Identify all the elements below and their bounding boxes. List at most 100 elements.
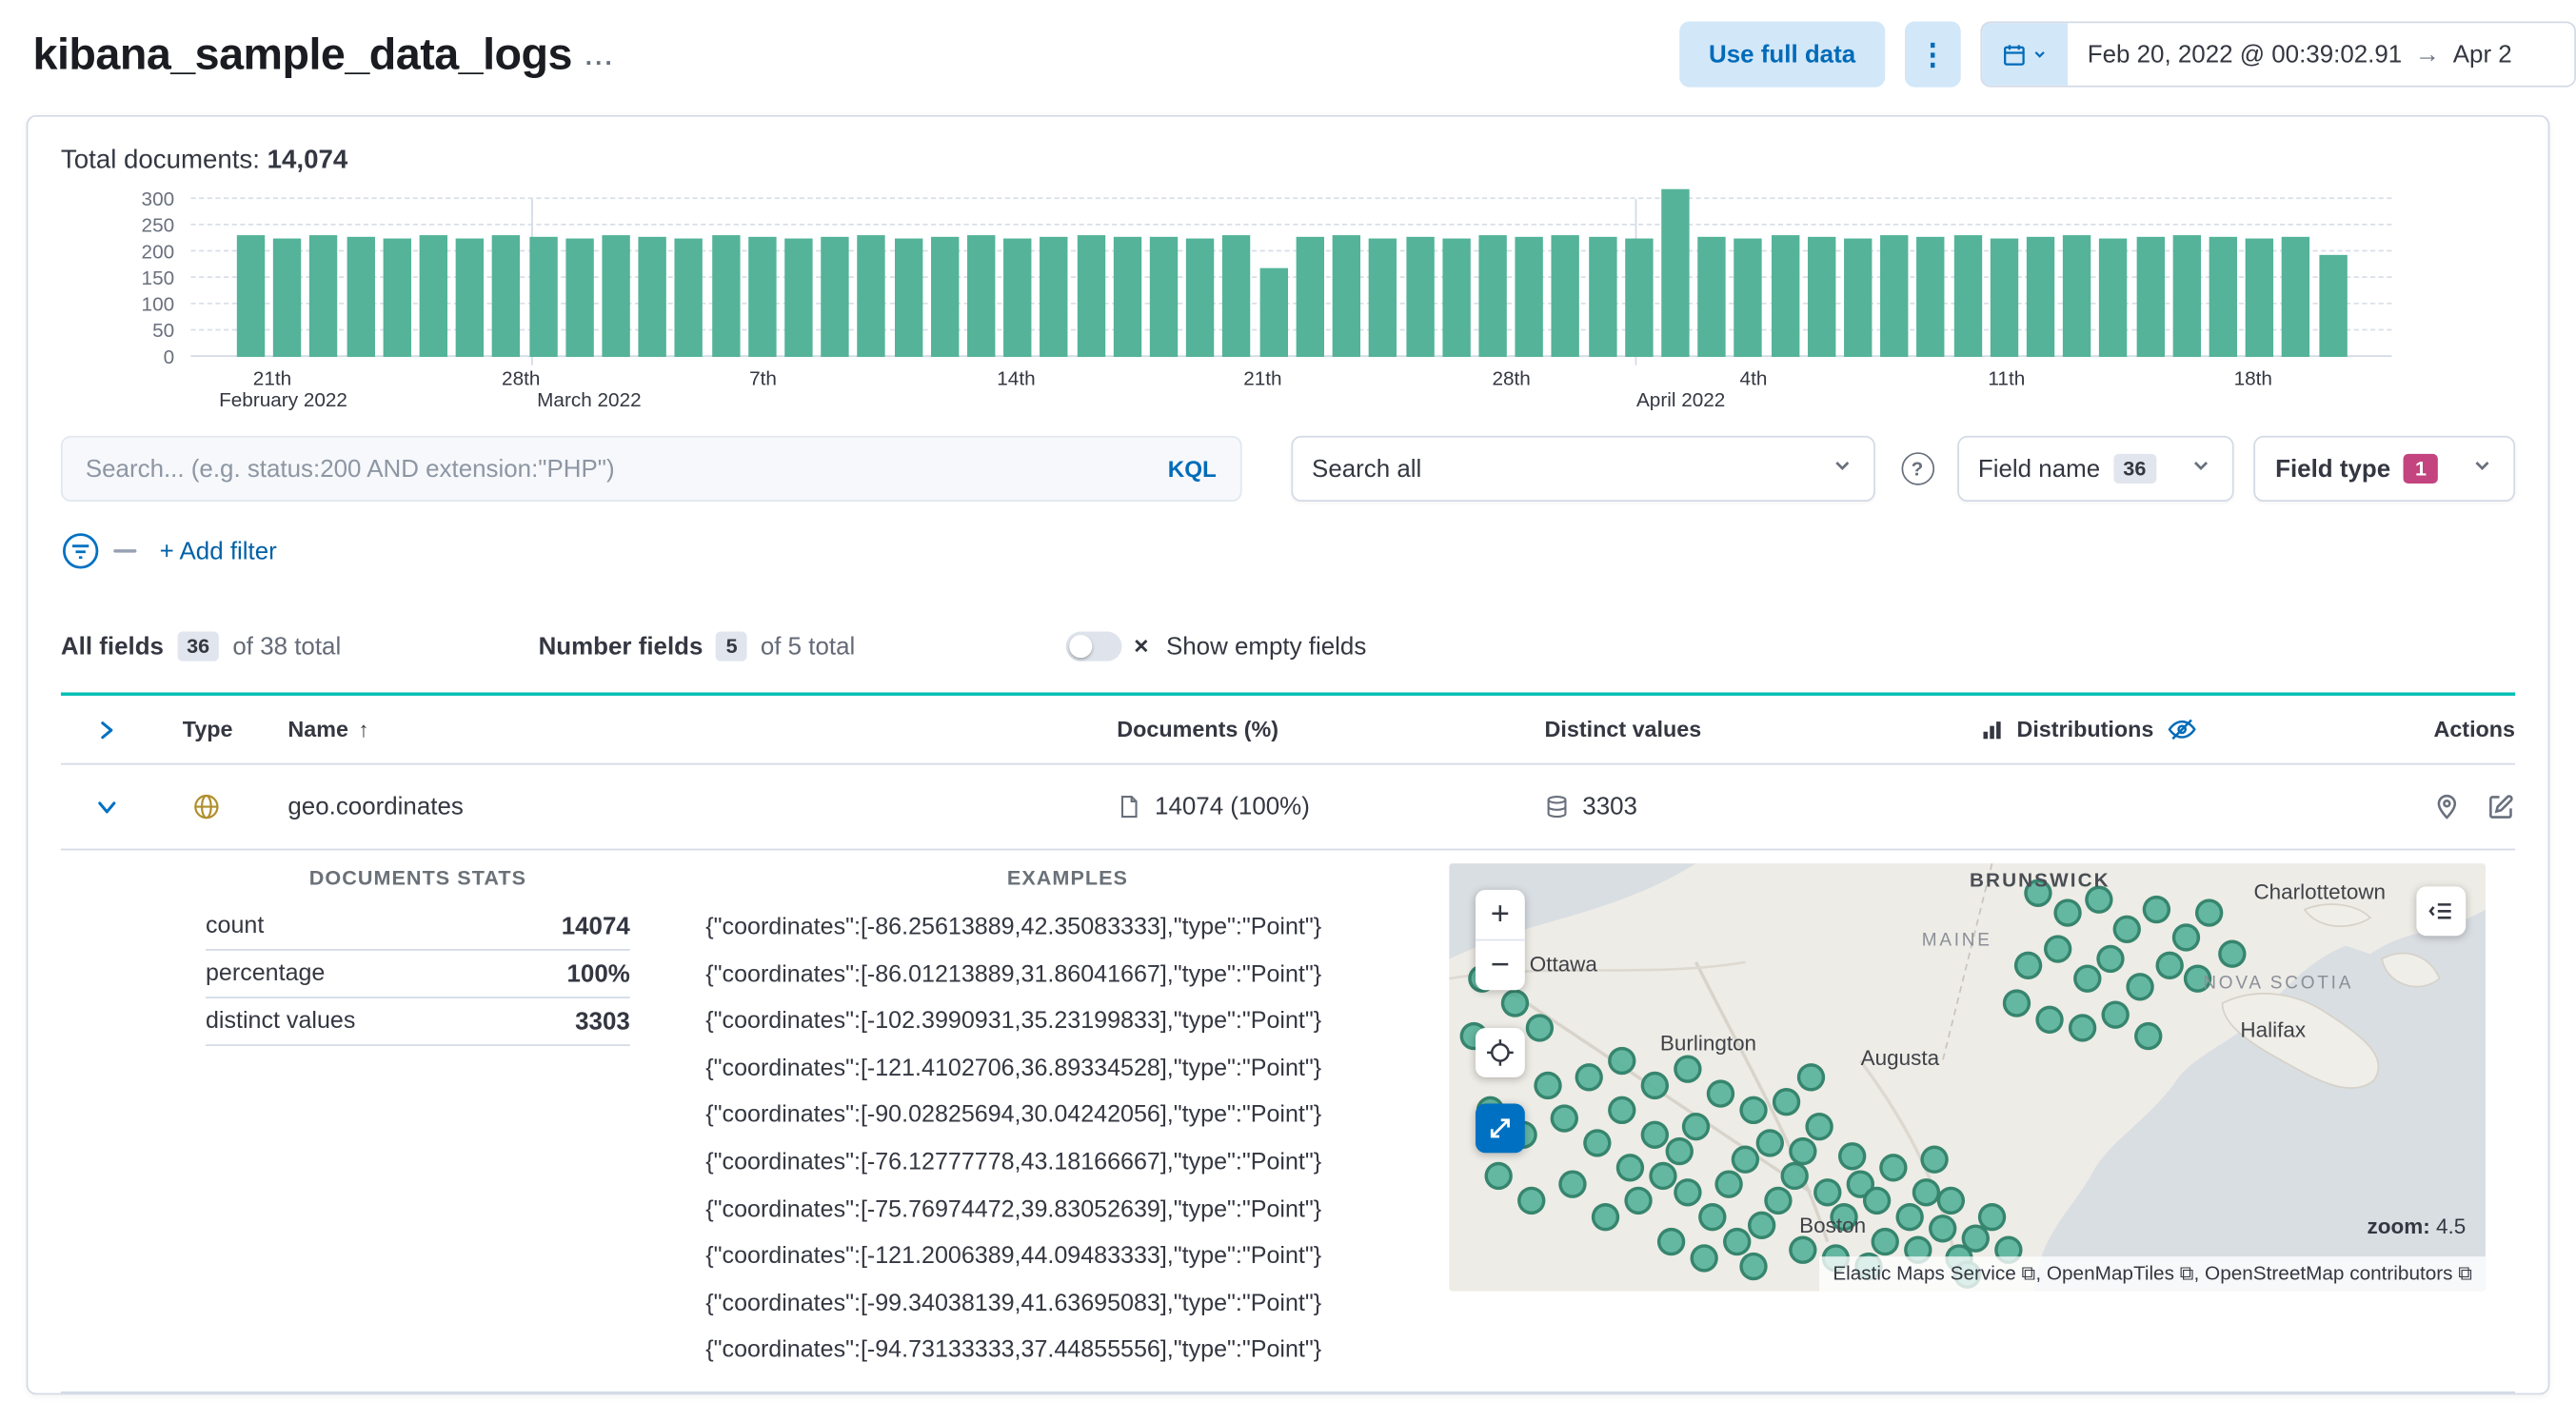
- date-range-end[interactable]: Apr 2: [2452, 40, 2512, 69]
- histogram-bar[interactable]: [930, 236, 960, 357]
- histogram-bar[interactable]: [1588, 236, 1616, 357]
- histogram-bar[interactable]: [784, 239, 813, 357]
- histogram-bar[interactable]: [2063, 235, 2091, 357]
- histogram-bar[interactable]: [419, 235, 448, 357]
- show-empty-fields-label[interactable]: Show empty fields: [1165, 632, 1367, 661]
- use-full-data-button[interactable]: Use full data: [1678, 21, 1886, 88]
- histogram-bar[interactable]: [1003, 238, 1032, 357]
- histogram-bar[interactable]: [309, 234, 338, 357]
- histogram-bar[interactable]: [1953, 235, 1982, 357]
- histogram-bar[interactable]: [1077, 235, 1105, 357]
- histogram-bar[interactable]: [236, 235, 266, 357]
- zoom-out-button[interactable]: −: [1490, 946, 1510, 983]
- example-value: {"coordinates":[-99.34038139,41.63695083…: [705, 1291, 1322, 1317]
- histogram-bar[interactable]: [1880, 235, 1909, 357]
- bar-chart-icon: [1983, 721, 2001, 739]
- histogram-bar[interactable]: [2318, 254, 2348, 357]
- histogram-bar[interactable]: [2282, 236, 2310, 357]
- histogram-bar[interactable]: [1697, 236, 1726, 357]
- field-type-filter[interactable]: Field type 1: [2253, 435, 2516, 503]
- histogram-bar[interactable]: [1441, 239, 1471, 357]
- histogram-bar[interactable]: [1771, 235, 1799, 357]
- histogram-bar[interactable]: [638, 236, 667, 357]
- histogram-bar[interactable]: [2099, 238, 2128, 357]
- histogram-bar[interactable]: [747, 237, 777, 357]
- field-name-filter[interactable]: Field name 36: [1956, 435, 2234, 503]
- histogram-bar[interactable]: [1149, 236, 1179, 357]
- help-icon[interactable]: ?: [1900, 452, 1934, 485]
- histogram-bar[interactable]: [1990, 238, 2018, 357]
- map-legend-button[interactable]: [2416, 886, 2467, 937]
- histogram-bar[interactable]: [273, 238, 302, 357]
- date-picker[interactable]: Feb 20, 2022 @ 00:39:02.91 → Apr 2: [1980, 21, 2576, 88]
- histogram-bar[interactable]: [346, 236, 375, 357]
- histogram-bar[interactable]: [967, 235, 996, 357]
- field-type-label: Field type: [2275, 454, 2391, 484]
- col-header-name[interactable]: Name ↑: [258, 717, 1097, 741]
- histogram-bar[interactable]: [1259, 267, 1288, 357]
- histogram-bar[interactable]: [1186, 239, 1215, 357]
- histogram-bar[interactable]: [1405, 236, 1434, 357]
- histogram-bar[interactable]: [1296, 236, 1324, 357]
- search-input[interactable]: [62, 454, 1240, 484]
- histogram-bar[interactable]: [492, 235, 521, 357]
- show-empty-fields-toggle[interactable]: [1065, 631, 1122, 662]
- histogram-bar[interactable]: [1916, 237, 1946, 357]
- histogram-bar[interactable]: [1369, 238, 1397, 357]
- expand-map-button[interactable]: [1475, 1103, 1525, 1154]
- filter-icon[interactable]: [61, 531, 100, 570]
- eye-slash-icon[interactable]: [2167, 714, 2198, 745]
- histogram-bar[interactable]: [383, 238, 411, 357]
- y-tick-label: 100: [141, 292, 175, 316]
- histogram-bar[interactable]: [1661, 188, 1690, 357]
- col-header-type: Type: [182, 717, 233, 742]
- histogram-bar[interactable]: [2135, 236, 2165, 357]
- title-context-menu-icon[interactable]: ···: [585, 48, 615, 77]
- histogram-bar[interactable]: [2026, 236, 2055, 357]
- histogram-bar[interactable]: [565, 239, 594, 357]
- documents-histogram[interactable]: 0 50 100 150 200 250 300 21th 28th 7th 14th 21th 28t…: [61, 188, 2515, 411]
- calendar-button[interactable]: [1982, 23, 2069, 86]
- map-pin-action-icon[interactable]: [2433, 793, 2461, 820]
- histogram-bar[interactable]: [711, 235, 740, 357]
- attribution-link[interactable]: OpenMapTiles ⧉: [2046, 1261, 2194, 1285]
- histogram-bar[interactable]: [1843, 239, 1873, 357]
- histogram-bar[interactable]: [1624, 238, 1654, 357]
- attribution-link[interactable]: OpenStreetMap contributors ⧉: [2205, 1261, 2473, 1285]
- histogram-bar[interactable]: [1113, 237, 1141, 357]
- histogram-bar[interactable]: [1734, 238, 1763, 357]
- add-filter-button[interactable]: + Add filter: [159, 537, 277, 565]
- fit-to-data-button[interactable]: [1475, 1027, 1525, 1077]
- histogram-bar[interactable]: [2245, 239, 2274, 357]
- attribution-link[interactable]: Elastic Maps Service ⧉: [1833, 1261, 2036, 1285]
- histogram-bar[interactable]: [821, 236, 850, 357]
- histogram-bar[interactable]: [1040, 236, 1069, 357]
- kebab-menu-button[interactable]: ⋮: [1904, 21, 1961, 88]
- example-value: {"coordinates":[-102.3990931,35.23199833…: [705, 1008, 1322, 1036]
- histogram-bar[interactable]: [1807, 236, 1835, 357]
- histogram-bar[interactable]: [1515, 237, 1544, 357]
- search-all-select[interactable]: Search all: [1290, 435, 1875, 503]
- histogram-bar[interactable]: [894, 238, 922, 357]
- map-data-point: [2014, 951, 2043, 979]
- histogram-bar[interactable]: [675, 238, 703, 357]
- histogram-bar[interactable]: [456, 238, 485, 357]
- zoom-in-button[interactable]: +: [1490, 895, 1510, 932]
- histogram-bar[interactable]: [2172, 235, 2201, 357]
- kql-button[interactable]: KQL: [1167, 455, 1217, 483]
- gridline: [190, 276, 2392, 279]
- geo-point-icon: [193, 794, 218, 820]
- histogram-bar[interactable]: [602, 235, 630, 357]
- histogram-bar[interactable]: [1332, 235, 1361, 357]
- histogram-bar[interactable]: [1222, 235, 1252, 357]
- histogram-bar[interactable]: [1478, 235, 1507, 357]
- collapse-row-button[interactable]: [61, 795, 153, 818]
- histogram-bar[interactable]: [528, 236, 558, 357]
- expand-all-button[interactable]: [61, 718, 153, 741]
- histogram-bar[interactable]: [2209, 237, 2237, 357]
- histogram-bar[interactable]: [1552, 235, 1580, 357]
- edit-action-icon[interactable]: [2487, 793, 2515, 820]
- histogram-bar[interactable]: [858, 235, 886, 357]
- date-range-start[interactable]: Feb 20, 2022 @ 00:39:02.91: [2087, 40, 2403, 69]
